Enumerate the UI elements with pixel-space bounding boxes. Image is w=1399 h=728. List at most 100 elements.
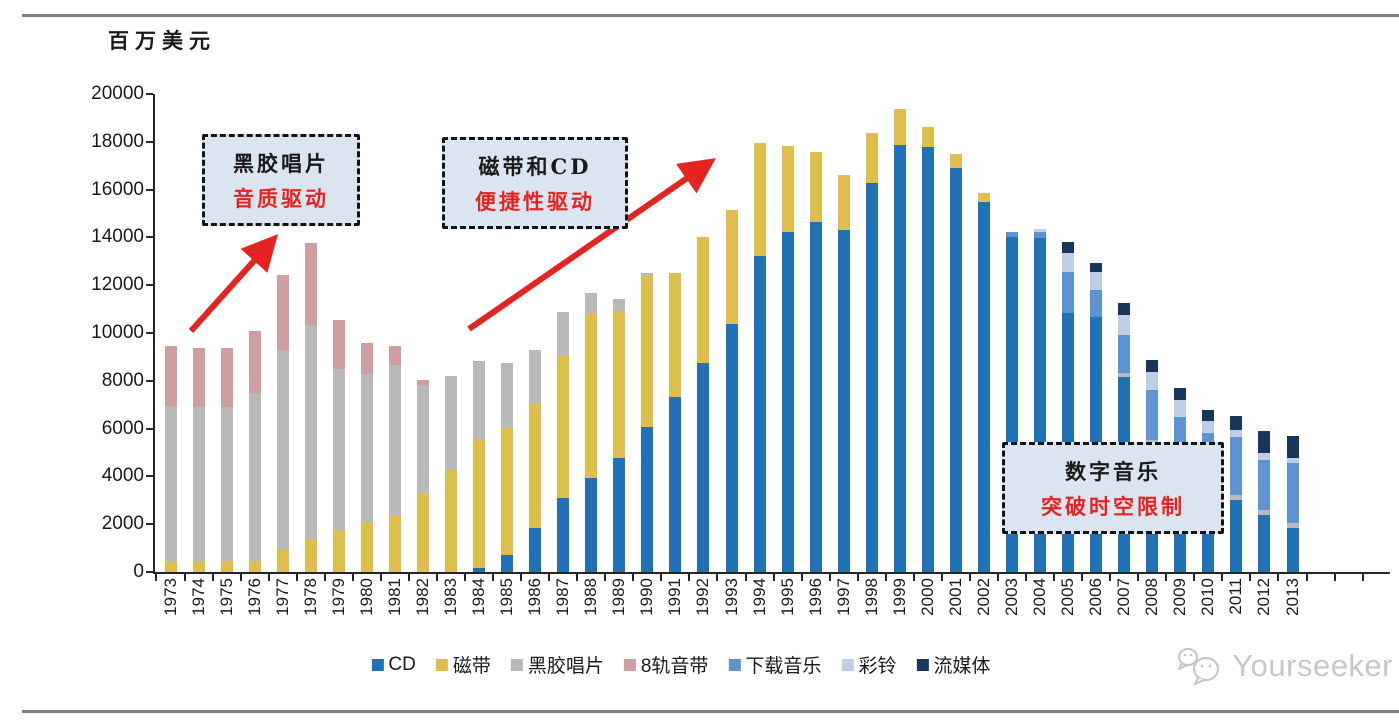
bar-segment-eight-track-1975	[220, 348, 233, 408]
legend-item-cd: CD	[371, 654, 416, 676]
x-axis-year-text: 1999	[889, 578, 909, 616]
bottom-divider	[22, 710, 1399, 713]
legend-label-streaming: 流媒体	[933, 656, 991, 677]
bar-segment-cassette-1981	[388, 514, 401, 572]
x-axis-year-text: 2012	[1254, 578, 1274, 616]
x-axis-year-label: 2011	[1225, 578, 1247, 630]
x-axis-tick	[211, 574, 214, 581]
y-axis-tick-label: 8000	[101, 369, 144, 391]
x-axis-year-label: 1992	[692, 578, 714, 630]
y-axis-tick-label: 18000	[91, 130, 144, 152]
bar-segment-cassette-1976	[248, 561, 261, 572]
x-axis-year-label: 1977	[272, 578, 294, 630]
x-axis-year-text: 1975	[216, 578, 236, 616]
bar-segment-cassette-1979	[332, 529, 345, 572]
y-axis-tick	[146, 427, 153, 430]
bar-segment-eight-track-1979	[332, 320, 345, 370]
x-axis-year-label: 1973	[160, 578, 182, 630]
x-axis-year-text: 1992	[693, 578, 713, 616]
bar-segment-cd-2013	[1286, 528, 1299, 572]
y-axis-tick-label: 20000	[91, 83, 144, 104]
x-axis-year-text: 1996	[805, 578, 825, 616]
bar-segment-cassette-1982	[416, 493, 429, 572]
x-axis-year-text: 1986	[525, 578, 545, 616]
bar-segment-vinyl-1987	[557, 311, 570, 356]
x-axis-year-label: 1998	[861, 578, 883, 630]
x-axis-year-text: 2003	[1002, 578, 1021, 616]
callout-digital-title: 数字音乐	[1065, 458, 1161, 484]
x-axis-year-label: 1991	[664, 578, 686, 630]
x-axis-year-text: 1981	[384, 578, 404, 616]
y-axis-tick-label: 16000	[91, 178, 144, 200]
legend-label-ringtone: 彩铃	[858, 656, 897, 677]
x-axis-year-label: 1986	[524, 578, 546, 630]
bar-segment-cassette-2001	[949, 154, 962, 169]
bar-segment-download-2012	[1258, 459, 1271, 510]
bar-segment-cassette-1987	[557, 355, 570, 499]
legend-item-eight-track: 8轨音带	[623, 651, 708, 678]
x-axis-year-text: 2010	[1198, 578, 1218, 616]
y-axis-line	[153, 94, 155, 574]
bar-segment-cassette-1975	[220, 561, 233, 572]
legend-swatch-streaming	[916, 658, 929, 671]
x-axis-tick	[1305, 574, 1308, 581]
x-axis-year-label: 2008	[1141, 578, 1163, 630]
x-axis-tick	[1165, 574, 1168, 581]
bar-segment-download-2005	[1062, 271, 1075, 314]
x-axis-year-label: 2002	[973, 578, 995, 630]
y-axis-tick	[146, 140, 153, 143]
y-axis-tick	[146, 284, 153, 287]
legend-swatch-ringtone	[841, 658, 854, 671]
x-axis-year-text: 1984	[469, 578, 489, 616]
bar-segment-eight-track-1973	[164, 345, 177, 406]
bar-segment-vinyl-1990	[641, 273, 654, 276]
callout-tape-cd-subtitle: 便捷性驱动	[475, 188, 595, 214]
bar-segment-cd-2002	[977, 202, 990, 572]
callout-digital-subtitle: 突破时空限制	[1041, 493, 1185, 519]
bar-segment-vinyl-1988	[585, 293, 598, 314]
bar-segment-cd-2012	[1258, 514, 1271, 572]
bar-segment-cassette-1973	[164, 561, 177, 572]
x-axis-year-text: 1991	[665, 578, 685, 616]
bar-segment-cd-1994	[753, 256, 766, 572]
bar-segment-cd-1999	[893, 144, 906, 572]
bar-segment-ringtone-2013	[1286, 458, 1299, 464]
x-axis-tick	[492, 574, 495, 581]
bar-segment-eight-track-1974	[192, 348, 205, 407]
x-axis-tick	[464, 574, 467, 581]
legend-swatch-cassette	[435, 658, 448, 671]
bar-segment-vinyl-1986	[529, 349, 542, 405]
x-axis-tick	[1249, 574, 1252, 581]
bar-segment-cassette-1977	[276, 550, 289, 572]
bar-segment-eight-track-1982	[416, 380, 429, 386]
x-axis-year-label: 1974	[188, 578, 210, 630]
x-axis-year-label: 1984	[468, 578, 490, 630]
legend-item-cassette: 磁带	[435, 651, 491, 678]
x-axis-tick	[407, 574, 410, 581]
y-axis-tick	[146, 188, 153, 191]
x-axis-line	[153, 572, 1390, 574]
x-axis-year-label: 2013	[1282, 578, 1304, 630]
bar-segment-cd-1996	[809, 221, 822, 572]
x-axis-tick	[968, 574, 971, 581]
bar-segment-streaming-2006	[1090, 262, 1103, 272]
callout-tape-cd-title: 磁带和CD	[478, 153, 592, 179]
x-axis-year-label: 2003	[1001, 578, 1023, 630]
legend-swatch-eight-track	[623, 658, 636, 671]
bar-segment-cd-1990	[641, 426, 654, 572]
bar-segment-streaming-2007	[1118, 303, 1131, 316]
bar-segment-streaming-2008	[1146, 360, 1159, 372]
x-axis-year-text: 1995	[777, 578, 797, 616]
legend-item-ringtone: 彩铃	[841, 651, 896, 678]
x-axis-year-label: 1982	[412, 578, 434, 630]
x-axis-year-text: 1980	[356, 578, 376, 616]
x-axis-year-label: 2005	[1057, 578, 1079, 630]
bar-segment-cassette-1996	[809, 151, 822, 222]
bar-segment-download-2011	[1230, 436, 1243, 496]
x-axis-year-label: 1993	[721, 578, 743, 630]
bar-segment-vinyl-1975	[220, 407, 233, 562]
bar-segment-ringtone-2010	[1202, 420, 1215, 434]
x-axis-year-text: 2011	[1226, 578, 1246, 615]
bar-segment-download-2008	[1146, 390, 1159, 441]
